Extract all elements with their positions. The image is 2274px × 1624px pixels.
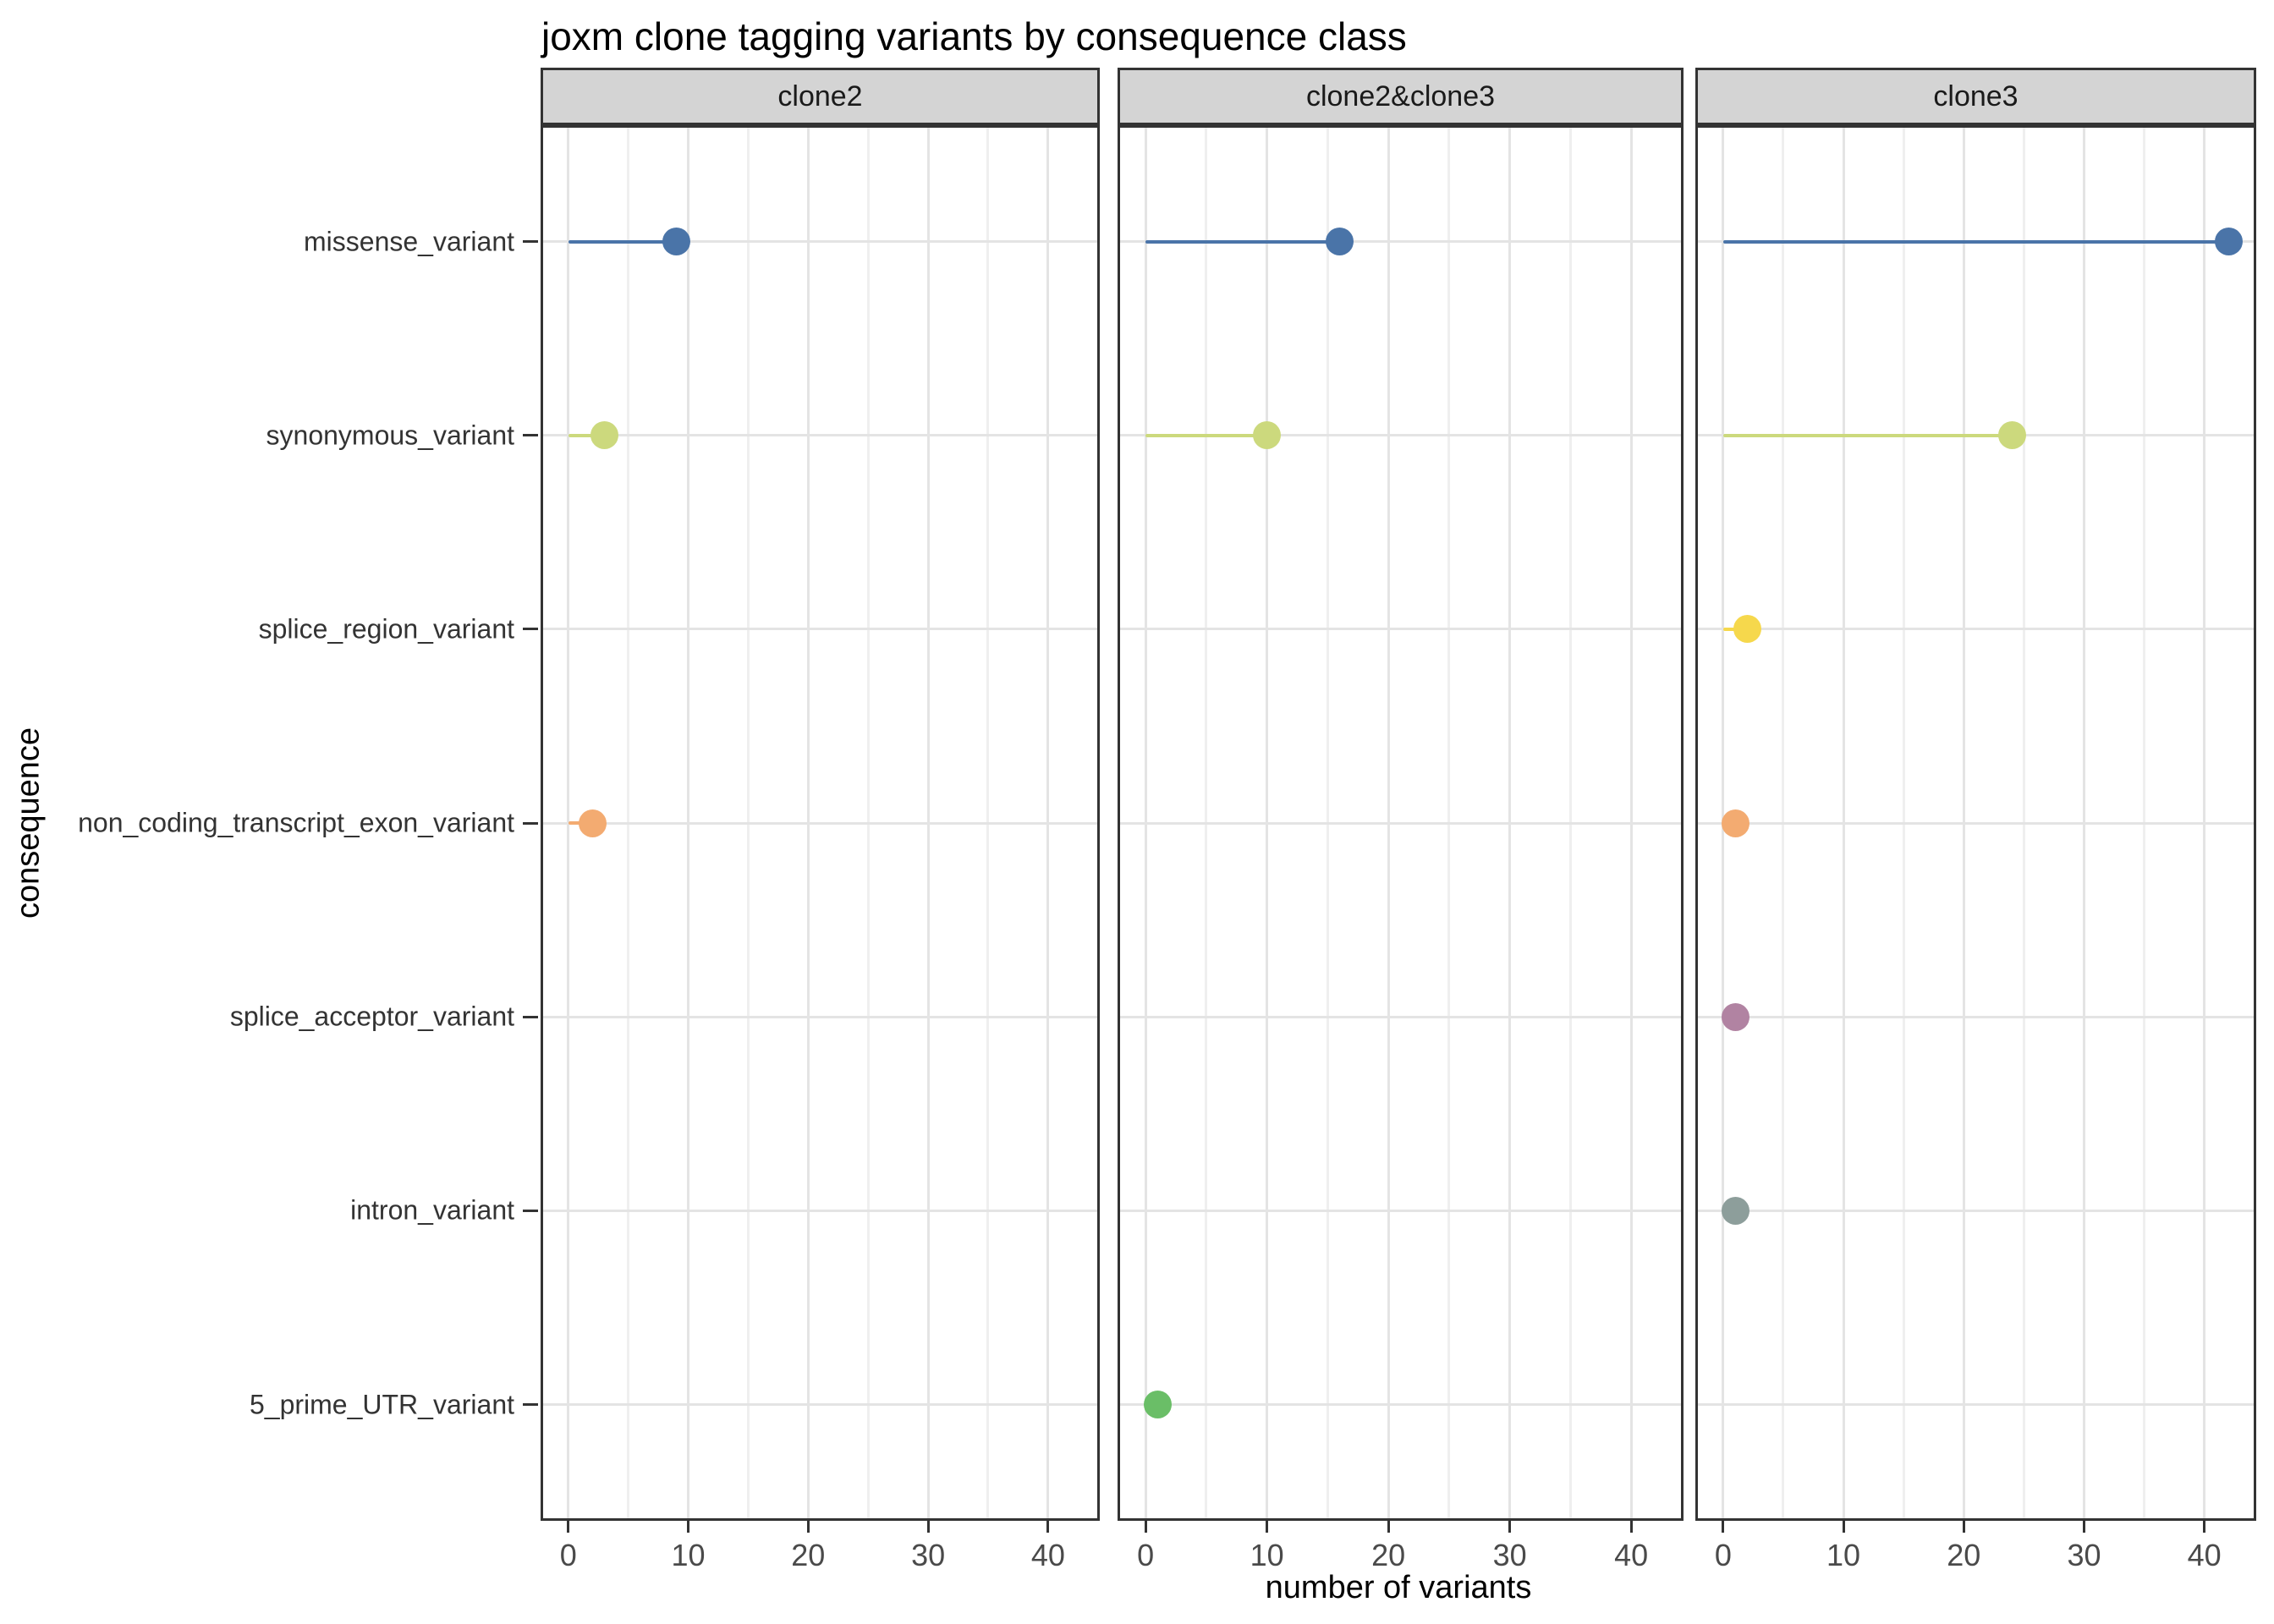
y-tick-label: splice_acceptor_variant [229,1001,514,1032]
x-tick [567,1521,570,1533]
x-tick [2082,1521,2085,1533]
x-tick [1962,1521,1965,1533]
x-tick-label: 0 [1714,1538,1732,1572]
gridline-major-horizontal [1120,1403,1681,1406]
facet-panel [1695,125,2256,1521]
gridline-major-horizontal [1120,1015,1681,1018]
data-point-synonymous_variant [590,421,618,450]
gridline-major-horizontal [543,1209,1097,1212]
facet-strip: clone3 [1695,68,2256,125]
x-tick-label: 20 [1371,1538,1406,1572]
y-tick-label: splice_region_variant [258,613,514,645]
gridline-major-horizontal [543,821,1097,825]
x-tick [687,1521,690,1533]
gridline-major-horizontal [1698,1015,2254,1018]
y-tick-label: intron_variant [350,1194,514,1226]
data-point-intron_variant [1721,1196,1749,1225]
y-tick [523,821,538,825]
x-tick [1629,1521,1633,1533]
x-tick-label: 10 [671,1538,706,1572]
gridline-major-horizontal [543,1015,1097,1018]
x-tick-label: 30 [1492,1538,1527,1572]
x-tick [1722,1521,1725,1533]
gridline-major-horizontal [1120,240,1681,243]
gridline-major-horizontal [543,240,1097,243]
lollipop-stick [568,433,605,437]
y-tick-label: synonymous_variant [266,420,514,451]
x-tick [1266,1521,1269,1533]
x-tick-label: 20 [791,1538,826,1572]
gridline-major-horizontal [543,1403,1097,1406]
data-point-splice_region_variant [1733,615,1761,644]
gridline-major-horizontal [1698,1209,2254,1212]
facet-strip-label: clone3 [1933,80,2019,112]
facet-panel [1118,125,1684,1521]
facet-strip: clone2 [541,68,1100,125]
lollipop-stick [568,239,677,244]
gridline-major-horizontal [1120,628,1681,631]
y-tick [523,628,538,631]
data-point-non_coding_transcript_exon_variant [1721,809,1749,837]
x-tick [1144,1521,1147,1533]
x-tick [1046,1521,1050,1533]
facet-strip: clone2&clone3 [1118,68,1684,125]
data-point-5_prime_UTR_variant [1143,1391,1172,1418]
gridline-major-horizontal [1698,821,2254,825]
data-point-synonymous_variant [1253,421,1282,450]
x-tick-label: 0 [1137,1538,1155,1572]
gridline-major-horizontal [1120,821,1681,825]
x-tick-label: 0 [559,1538,577,1572]
y-tick-label: non_coding_transcript_exon_variant [78,807,514,838]
facet-strip-label: clone2&clone3 [1305,80,1496,112]
x-tick-label: 10 [1826,1538,1861,1572]
facet-strip-label: clone2 [777,80,863,112]
y-tick-label: 5_prime_UTR_variant [249,1389,514,1419]
x-tick [1508,1521,1512,1533]
gridline-major-horizontal [1120,1209,1681,1212]
gridline-major-horizontal [1698,628,2254,631]
data-point-splice_acceptor_variant [1721,1002,1749,1031]
gridline-major-horizontal [543,434,1097,437]
y-tick [523,1015,538,1018]
x-tick-label: 30 [911,1538,946,1572]
x-tick-label: 40 [1030,1538,1065,1572]
data-point-synonymous_variant [1997,421,2026,450]
x-axis-title: number of variants [1265,1570,1532,1605]
lollipop-stick [1722,433,2013,437]
x-tick [926,1521,930,1533]
lollipop-stick [1145,239,1340,244]
x-tick [1387,1521,1390,1533]
x-tick-label: 40 [1614,1538,1649,1572]
data-point-non_coding_transcript_exon_variant [578,809,607,837]
gridline-major-horizontal [1698,1403,2254,1406]
lollipop-stick [1145,433,1267,437]
x-tick-label: 40 [2187,1538,2222,1572]
gridline-major-horizontal [1120,434,1681,437]
y-tick [523,240,538,243]
x-tick-label: 20 [1947,1538,1981,1572]
chart-title: joxm clone tagging variants by consequen… [541,14,1407,58]
lollipop-stick [1722,239,2229,244]
data-point-missense_variant [662,228,690,255]
x-tick [2203,1521,2206,1533]
y-tick [523,1403,538,1406]
x-tick [1842,1521,1845,1533]
data-point-missense_variant [1326,228,1354,255]
x-tick [806,1521,810,1533]
data-point-missense_variant [2214,228,2243,255]
y-tick [523,434,538,437]
facet-panel [541,125,1100,1521]
y-tick [523,1209,538,1212]
gridline-major-horizontal [543,628,1097,631]
x-tick-label: 10 [1250,1538,1284,1572]
y-tick-label: missense_variant [304,226,514,256]
x-tick-label: 30 [2067,1538,2101,1572]
